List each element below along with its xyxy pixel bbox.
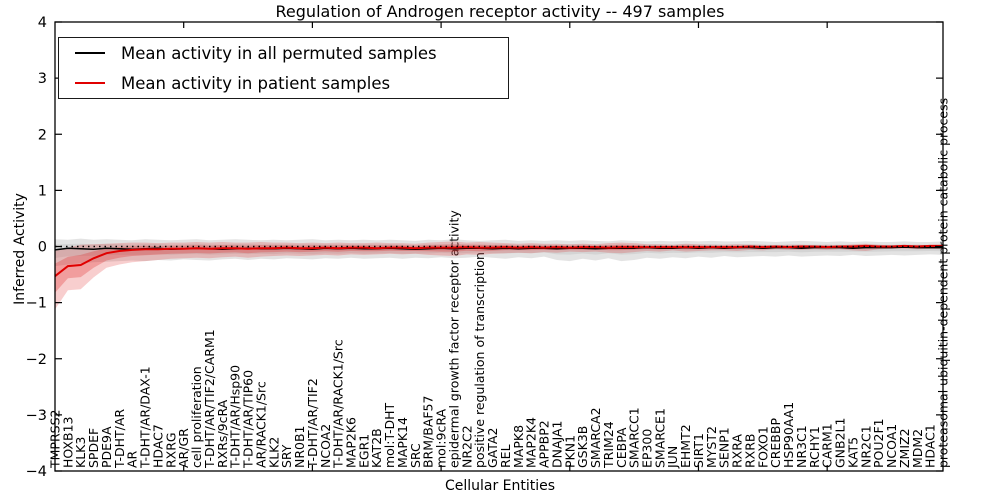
x-tick-label: SRY [279,444,294,468]
x-tick-label: mol:T-DHT [382,402,397,468]
x-tick-label: HSP90AA1 [781,402,796,468]
x-tick-label: AR/GR [176,428,191,468]
x-tick-label: KAT5 [845,437,860,468]
x-tick-label: MAP2K4 [524,417,539,468]
x-tick-label: T-DHT/AR/TIF2 [305,378,320,469]
x-tick-label: SRC [408,443,423,468]
x-tick-label: SMARCE1 [652,408,667,468]
x-tick-label: BRM/BAF57 [421,396,436,468]
x-tick-label: MAPK14 [395,417,410,468]
x-tick-label: REL [498,444,513,468]
y-tick-label: −4 [26,464,47,480]
permuted-line-sample [75,52,105,54]
x-tick-label: TRIM24 [601,421,616,469]
x-tick-label: APPBP2 [537,420,552,468]
patient-mean-line [54,244,943,277]
x-tick-label: NCOA1 [884,424,899,468]
legend-entry-patient: Mean activity in patient samples [59,69,508,97]
x-tick-label: GSK3B [575,426,590,468]
x-tick-label: EGR1 [356,434,371,468]
x-tick-label: AR/RACK1/Src [253,381,268,468]
x-tick-label: NR2C2 [459,425,474,468]
x-tick-label: RXRs/9cRA [215,399,230,468]
x-tick-label: CEBPA [614,427,629,468]
x-tick-label: T-DHT/AR/RACK1/Src [331,339,346,469]
x-tick-label: HDAC7 [150,424,165,468]
y-tick-label: 2 [38,127,47,143]
x-tick-label: T-DHT/AR/TIF2/CARM1 [202,329,217,469]
y-tick-label: −3 [26,408,47,424]
x-tick-label: KLK2 [266,437,281,468]
x-tick-label: positive regulation of transcription [472,252,487,468]
x-tick-label: CARM1 [820,423,835,468]
x-tick-label: AR [125,450,140,468]
x-tick-label: SIRT1 [691,433,706,468]
x-tick-label: EP300 [640,429,655,468]
x-tick-label: FOXO1 [755,426,770,468]
y-tick-label: 0 [38,240,47,256]
x-tick-label: cell proliferation [189,366,204,468]
x-tick-label: T-DHT/AR/DAX-1 [138,366,153,469]
x-tick-label: MDM2 [910,429,925,468]
x-tick-label: PDE9A [99,426,114,468]
x-tick-label: NR0B1 [292,425,307,468]
x-tick-label: HOXB13 [60,417,75,468]
x-tick-label: epidermal growth factor receptor activit… [446,210,461,468]
x-tick-label: NCOA2 [318,424,333,468]
y-tick-label: 4 [38,15,47,31]
x-tick-label: NR2C1 [858,425,873,468]
x-tick-label: MYST2 [704,426,719,468]
x-tick-label: PKN1 [562,435,577,468]
x-tick-label: T-DHT/AR/TIP60 [241,370,256,469]
x-tick-label: POU2F1 [871,418,886,468]
x-tick-label: mol:9cRA [434,408,449,468]
x-tick-label: CREBBP [768,418,783,468]
y-tick-label: 3 [38,71,47,87]
x-tick-label: RXRB [742,433,757,468]
x-tick-label: T-DHT/AR/Hsp90 [228,365,243,469]
x-tick-label: SMARCA2 [588,407,603,468]
x-tick-label: NR3C1 [794,425,809,468]
x-tick-label: GATA2 [485,428,500,468]
y-tick-label: −1 [26,296,47,312]
y-tick-label: −2 [26,352,47,368]
x-axis-label: Cellular Entities [444,478,556,494]
x-tick-label: MAPK8 [511,425,526,468]
x-tick-label: RXRG [163,432,178,468]
patient-line-sample [75,82,105,84]
x-tick-label: MAP2K6 [344,417,359,468]
legend-label-permuted: Mean activity in all permuted samples [121,43,437,63]
legend-label-patient: Mean activity in patient samples [121,73,391,93]
legend-box: Mean activity in all permuted samples Me… [58,37,509,99]
x-tick-label: KLK3 [73,437,88,468]
x-tick-label: RXRA [730,434,745,468]
permuted-samples-envelope-outer [55,238,943,267]
y-tick-label: 1 [38,183,47,199]
x-tick-label: T-DHT/AR [112,409,127,469]
x-tick-label: JUN [665,446,680,469]
x-tick-label: HDAC1 [923,424,938,468]
x-tick-label: SMARCC1 [627,407,642,468]
legend-entry-permuted: Mean activity in all permuted samples [59,39,508,67]
x-tick-label: EHMT2 [678,424,693,468]
chart-title: Regulation of Androgen receptor activity… [275,2,725,21]
x-tick-label: ZMIZ2 [897,428,912,468]
x-tick-label: SENP1 [717,427,732,468]
x-tick-label: SPDEF [86,428,101,468]
x-tick-label: GNB2L1 [833,418,848,468]
x-tick-label: RCHY1 [807,426,822,468]
x-tick-label: DNAJA1 [549,421,564,469]
x-tick-label: KAT2B [369,428,384,468]
